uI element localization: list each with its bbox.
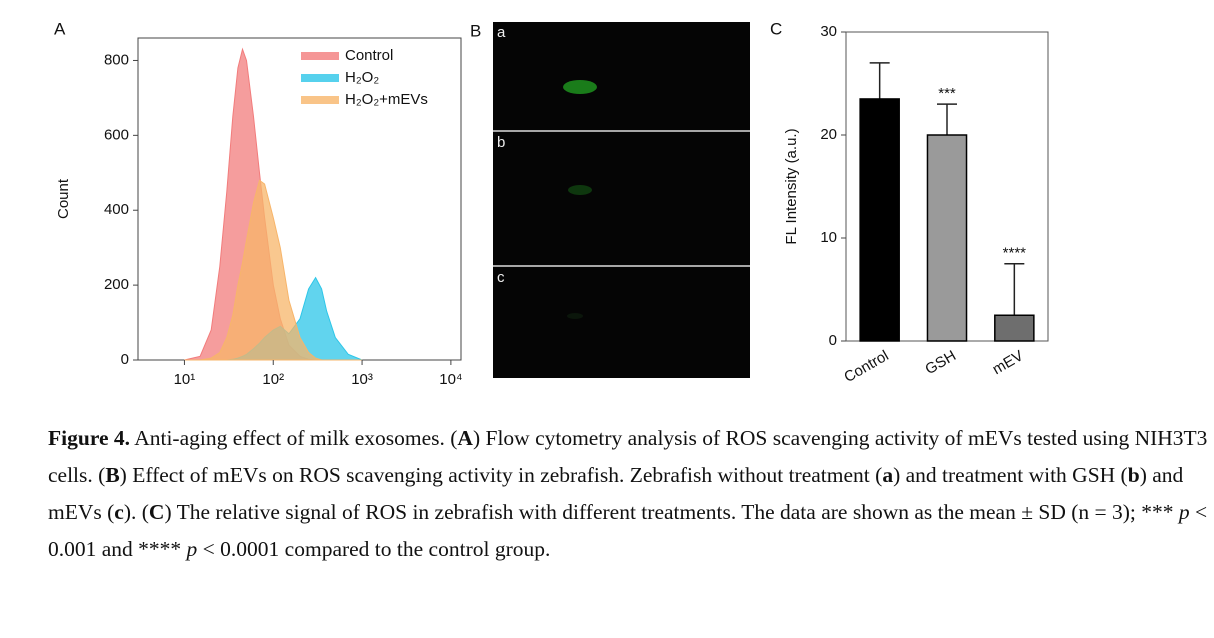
caption-text: < 0.001 and ****: [48, 500, 1213, 561]
caption-text: ) and mEVs (: [48, 463, 1189, 524]
y-tick-label: 200: [104, 276, 129, 293]
caption-text: c: [114, 500, 124, 524]
y-tick-label: 0: [121, 351, 129, 368]
image-panel: B a b c: [470, 21, 750, 378]
caption-text: Anti-aging effect of milk exosomes. (: [130, 426, 458, 450]
bar: [926, 134, 968, 342]
panel-label: B: [470, 21, 481, 40]
caption-text: ) The relative signal of ROS in zebrafis…: [164, 500, 1179, 524]
caption-text: ) Flow cytometry analysis of ROS scaveng…: [48, 426, 1213, 487]
bar: [859, 98, 900, 342]
caption-text: Figure 4.: [48, 426, 131, 450]
y-tick-label: 800: [104, 51, 129, 68]
y-tick-label: 600: [104, 126, 129, 143]
caption-text: A: [457, 426, 473, 450]
zebrafish-signal: [568, 185, 592, 195]
y-tick-label: 0: [829, 332, 837, 349]
x-tick-label: 10²: [262, 371, 284, 388]
legend-label: H₂O₂: [345, 69, 379, 86]
y-axis-label: Count: [55, 178, 72, 219]
caption-text: p: [1178, 500, 1190, 524]
figure-caption: Figure 4. Anti-aging effect of milk exos…: [48, 420, 1208, 568]
y-tick-label: 30: [820, 23, 837, 40]
image-sublabel: c: [497, 269, 505, 286]
caption-text: ). (: [123, 500, 149, 524]
legend-label: H₂O₂+mEVs: [345, 91, 428, 108]
area: [184, 179, 363, 361]
y-tick-label: 400: [104, 201, 129, 218]
y-axis-label: FL Intensity (a.u.): [783, 128, 800, 244]
bar: [994, 314, 1035, 342]
y-tick-label: 10: [820, 229, 837, 246]
plot-frame: [137, 37, 462, 361]
caption-text: a: [882, 463, 894, 487]
y-tick-label: 20: [820, 126, 837, 143]
x-tick-label: Control: [841, 347, 891, 386]
zebrafish-signal: [567, 313, 583, 319]
caption-text: b: [1127, 463, 1140, 487]
caption-text: ) Effect of mEVs on ROS scavenging activ…: [119, 463, 883, 487]
caption-text: < 0.0001 compared to the control group.: [197, 537, 551, 561]
significance-label: ****: [1003, 245, 1027, 262]
x-tick-label: 10¹: [174, 371, 196, 388]
image-sublabel: b: [497, 134, 505, 151]
figure: B a b c ControlH₂O₂H₂O₂+mEVs020040060080…: [54, 19, 1049, 388]
zebrafish-signal: [563, 80, 597, 94]
x-tick-label: 10⁴: [439, 371, 462, 388]
legend-label: Control: [345, 47, 393, 64]
significance-label: ***: [938, 85, 956, 102]
caption-text: B: [105, 463, 120, 487]
caption-text: p: [186, 537, 198, 561]
x-tick-label: mEV: [990, 347, 1027, 378]
panel-label: A: [54, 19, 66, 38]
image-background: [493, 22, 750, 378]
image-sublabel: a: [497, 24, 506, 41]
panel-label: C: [770, 19, 782, 38]
x-tick-label: GSH: [922, 347, 959, 378]
x-tick-label: 10³: [351, 371, 373, 388]
caption-text: C: [148, 500, 165, 524]
caption-text: ) and treatment with GSH (: [893, 463, 1128, 487]
